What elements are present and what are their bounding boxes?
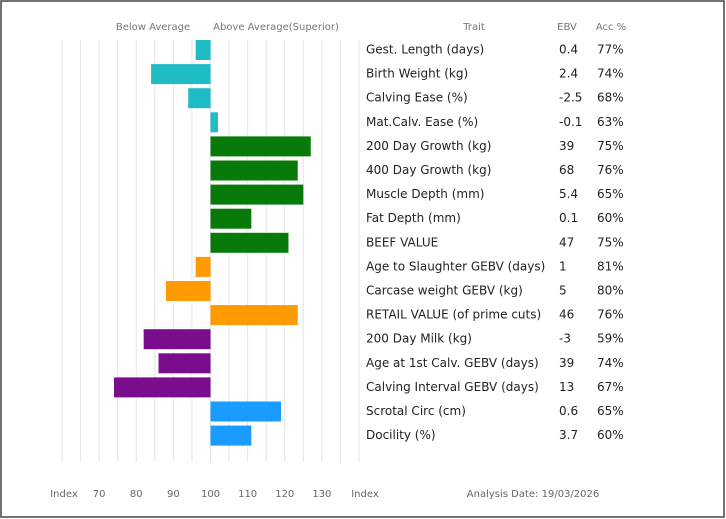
trait-label: Gest. Length (days) — [366, 43, 484, 57]
ebv-value: 39 — [559, 356, 574, 370]
bar — [210, 136, 311, 157]
bar — [210, 425, 252, 446]
x-tick-label: 70 — [93, 489, 106, 500]
acc-value: 80% — [597, 284, 624, 298]
below-average-header: Below Average — [116, 22, 190, 33]
ebv-header: EBV — [557, 22, 577, 33]
acc-value: 74% — [597, 356, 624, 370]
trait-label: RETAIL VALUE (of prime cuts) — [366, 308, 541, 322]
ebv-value: 13 — [559, 380, 574, 394]
trait-label: Calving Ease (%) — [366, 91, 468, 105]
bar — [143, 329, 211, 350]
acc-value: 77% — [597, 43, 624, 57]
acc-value: 60% — [597, 211, 624, 225]
acc-value: 74% — [597, 67, 624, 81]
x-tick-label: 130 — [312, 489, 331, 500]
trait-label: Docility (%) — [366, 428, 436, 442]
trait-label: 400 Day Growth (kg) — [366, 163, 491, 177]
acc-value: 63% — [597, 115, 624, 129]
ebv-value: 47 — [559, 235, 574, 249]
above-average-header: Above Average(Superior) — [213, 22, 339, 33]
bar — [195, 256, 211, 277]
acc-value: 68% — [597, 91, 624, 105]
x-tick-label: 80 — [130, 489, 143, 500]
ebv-value: -2.5 — [559, 91, 582, 105]
trait-label: Age at 1st Calv. GEBV (days) — [366, 356, 539, 370]
x-axis-label: Index — [50, 489, 78, 500]
x-tick-label: 120 — [275, 489, 294, 500]
ebv-value: 39 — [559, 139, 574, 153]
trait-header: Trait — [462, 22, 485, 33]
acc-value: 75% — [597, 235, 624, 249]
trait-label: 200 Day Growth (kg) — [366, 139, 491, 153]
trait-label: 200 Day Milk (kg) — [366, 332, 472, 346]
trait-label: Calving Interval GEBV (days) — [366, 380, 539, 394]
bar — [210, 184, 304, 205]
x-tick-label: 110 — [238, 489, 257, 500]
ebv-value: 3.7 — [559, 428, 578, 442]
ebv-value: 0.1 — [559, 211, 578, 225]
bar — [210, 112, 218, 133]
ebv-value: 5 — [559, 284, 567, 298]
x-tick-label: 100 — [201, 489, 220, 500]
acc-value: 76% — [597, 308, 624, 322]
trait-label: Scrotal Circ (cm) — [366, 404, 466, 418]
bar — [113, 377, 211, 398]
ebv-value: 68 — [559, 163, 574, 177]
trait-label: Age to Slaughter GEBV (days) — [366, 259, 545, 273]
acc-value: 75% — [597, 139, 624, 153]
ebv-value: 1 — [559, 259, 567, 273]
ebv-value: 0.4 — [559, 43, 578, 57]
trait-label: Muscle Depth (mm) — [366, 187, 484, 201]
bar — [188, 88, 211, 109]
bar — [210, 160, 298, 181]
ebv-value: -0.1 — [559, 115, 582, 129]
analysis-date: Analysis Date: 19/03/2026 — [467, 489, 599, 500]
bar — [151, 64, 211, 85]
trait-label: BEEF VALUE — [366, 235, 438, 249]
ebv-value: 5.4 — [559, 187, 578, 201]
ebv-value: 46 — [559, 308, 574, 322]
acc-value: 59% — [597, 332, 624, 346]
x-axis-label: Index — [351, 489, 379, 500]
bar — [210, 232, 289, 253]
acc-value: 76% — [597, 163, 624, 177]
acc-value: 65% — [597, 187, 624, 201]
acc-value: 60% — [597, 428, 624, 442]
bar — [210, 208, 252, 229]
bar — [195, 40, 211, 60]
ebv-value: 0.6 — [559, 404, 578, 418]
bar — [210, 305, 298, 326]
ebv-value: -3 — [559, 332, 571, 346]
acc-value: 65% — [597, 404, 624, 418]
acc-header: Acc % — [596, 22, 626, 33]
acc-value: 67% — [597, 380, 624, 394]
x-tick-label: 90 — [167, 489, 180, 500]
bar — [158, 353, 211, 374]
trait-label: Mat.Calv. Ease (%) — [366, 115, 478, 129]
bar — [210, 401, 282, 422]
trait-label: Fat Depth (mm) — [366, 211, 461, 225]
ebv-value: 2.4 — [559, 67, 578, 81]
bar — [165, 281, 211, 301]
trait-label: Carcase weight GEBV (kg) — [366, 284, 523, 298]
trait-label: Birth Weight (kg) — [366, 67, 468, 81]
acc-value: 81% — [597, 259, 624, 273]
